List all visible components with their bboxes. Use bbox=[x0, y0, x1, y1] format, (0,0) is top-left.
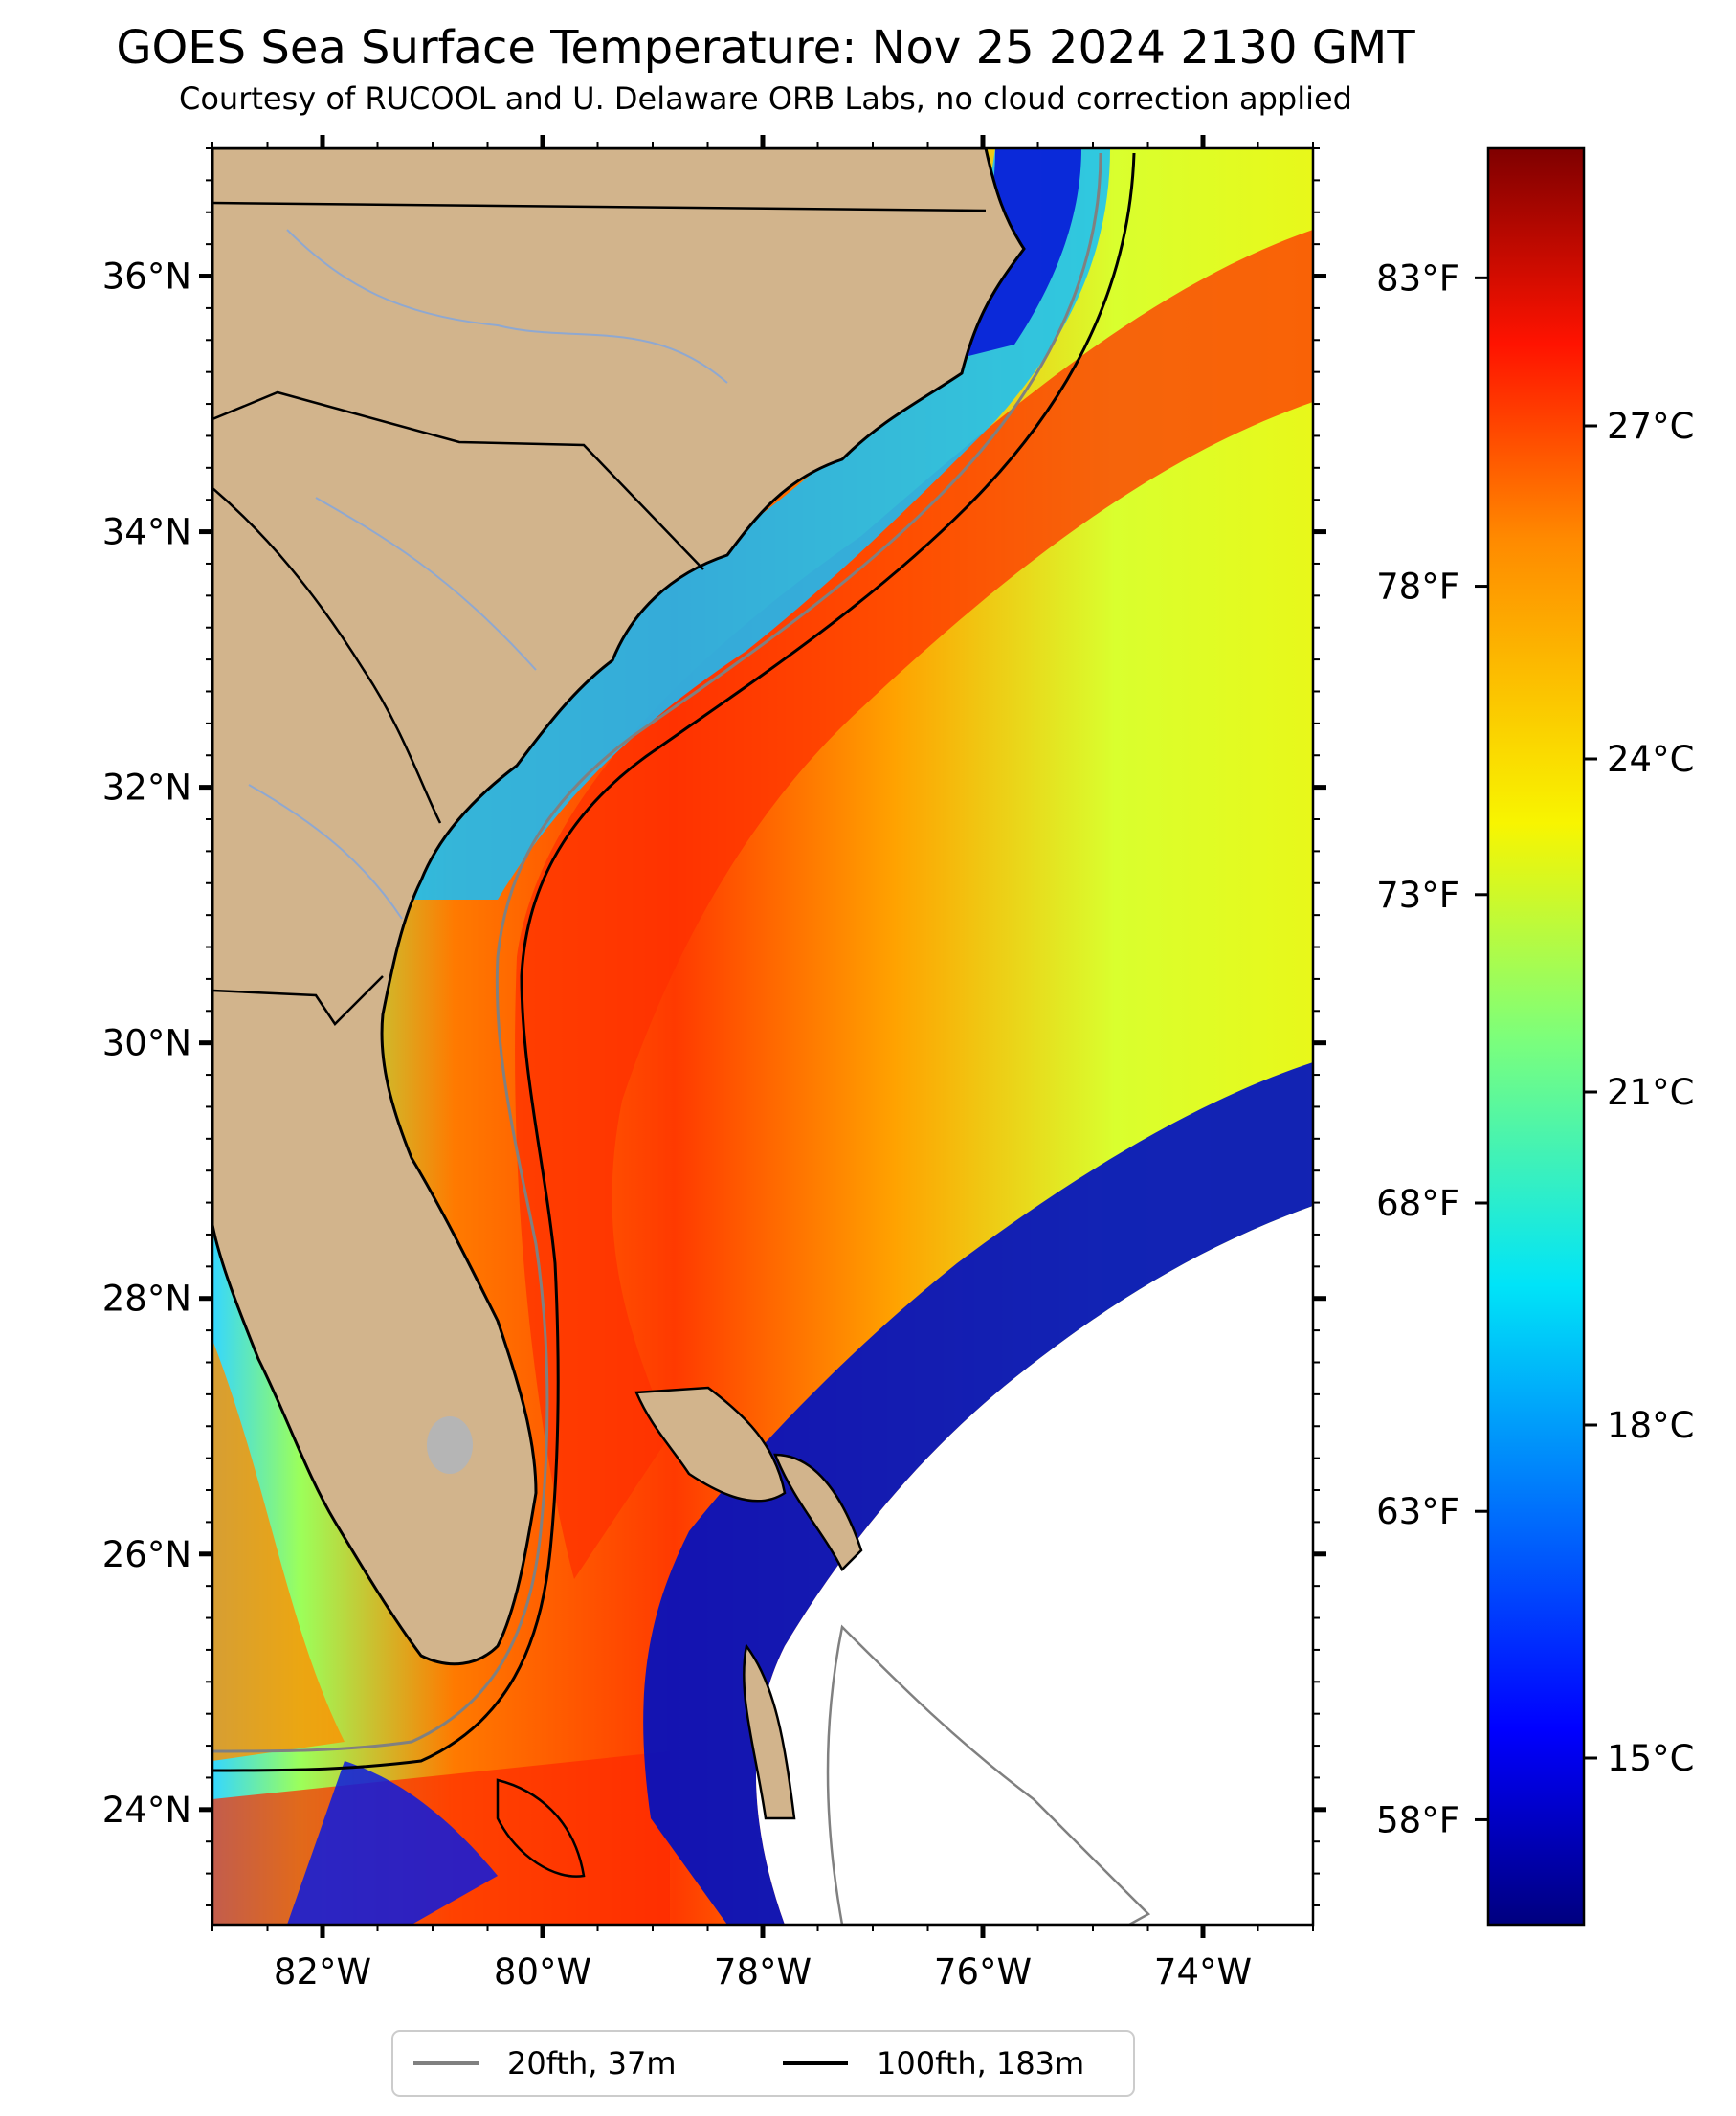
us-southeast-land bbox=[212, 148, 1026, 1666]
colorbar bbox=[1486, 146, 1586, 1927]
great-bahama-bank bbox=[826, 1624, 1151, 1925]
lat-tick-label: 28°N bbox=[102, 1279, 191, 1320]
sc-ga-border bbox=[212, 487, 442, 824]
lon-tick-label: 82°W bbox=[274, 1951, 371, 1993]
lat-tick-label: 24°N bbox=[102, 1790, 191, 1831]
longitude-axis: 82°W 80°W 78°W 76°W 74°W bbox=[211, 135, 1314, 1993]
legend: 20fth, 37m 100fth, 183m bbox=[391, 2030, 1135, 2097]
gulf-warm-water bbox=[212, 1340, 345, 1761]
cbar-f-label: 68°F bbox=[1376, 1183, 1459, 1224]
cbar-c-label: 21°C bbox=[1607, 1072, 1694, 1113]
map-panel bbox=[212, 148, 1313, 1925]
lat-tick-label: 26°N bbox=[102, 1534, 191, 1575]
va-nc-border bbox=[212, 201, 987, 212]
lon-tick-label: 74°W bbox=[1154, 1951, 1252, 1993]
cay-sal-bank bbox=[496, 1778, 586, 1878]
coastal-cool-water bbox=[402, 148, 1110, 900]
river bbox=[286, 229, 728, 384]
lat-tick-label: 32°N bbox=[102, 768, 191, 809]
colorbar-fahrenheit-axis: 58°F 63°F 68°F 73°F 78°F 83°F bbox=[1376, 257, 1488, 1840]
lon-tick-label: 78°W bbox=[714, 1951, 812, 1993]
cbar-f-label: 63°F bbox=[1376, 1491, 1459, 1532]
cbar-c-label: 18°C bbox=[1607, 1405, 1694, 1446]
cbar-f-label: 83°F bbox=[1376, 257, 1459, 299]
cbar-c-label: 27°C bbox=[1607, 406, 1694, 447]
lat-tick-label: 30°N bbox=[102, 1023, 191, 1064]
cbar-c-label: 24°C bbox=[1607, 739, 1694, 780]
lon-tick-label: 76°W bbox=[934, 1951, 1032, 1993]
legend-label-100fth: 100fth, 183m bbox=[877, 2045, 1084, 2082]
no-data-region bbox=[756, 1206, 1313, 1925]
colorbar-celsius-axis: 15°C 18°C 21°C 24°C 27°C bbox=[1584, 406, 1694, 1779]
cbar-f-label: 58°F bbox=[1376, 1799, 1459, 1840]
cold-patch-keys bbox=[287, 1761, 498, 1925]
river bbox=[248, 784, 403, 920]
contour-100fth bbox=[212, 152, 1136, 1772]
map-title: GOES Sea Surface Temperature: Nov 25 202… bbox=[116, 21, 1415, 75]
legend-box bbox=[391, 2030, 1135, 2097]
cold-front-band bbox=[643, 1062, 1313, 1925]
lat-tick-label: 36°N bbox=[102, 256, 191, 298]
cbar-c-label: 15°C bbox=[1607, 1738, 1694, 1779]
contour-20fth bbox=[212, 152, 1102, 1753]
andros-island bbox=[743, 1643, 796, 1820]
legend-label-20fth: 20fth, 37m bbox=[507, 2045, 676, 2082]
grand-bahama-bank bbox=[634, 1386, 787, 1503]
nc-sc-border bbox=[212, 390, 704, 570]
river bbox=[315, 497, 537, 671]
abaco-island bbox=[773, 1453, 863, 1572]
lon-tick-label: 80°W bbox=[494, 1951, 591, 1993]
ga-fl-border bbox=[212, 975, 384, 1026]
lat-tick-label: 34°N bbox=[102, 512, 191, 553]
cbar-f-label: 78°F bbox=[1376, 567, 1459, 608]
cbar-f-label: 73°F bbox=[1376, 875, 1459, 916]
map-subtitle: Courtesy of RUCOOL and U. Delaware ORB L… bbox=[179, 80, 1352, 117]
lake-okeechobee bbox=[427, 1416, 473, 1474]
latitude-axis: 24°N 26°N 28°N 30°N 32°N 34°N 36°N bbox=[102, 147, 1326, 1906]
